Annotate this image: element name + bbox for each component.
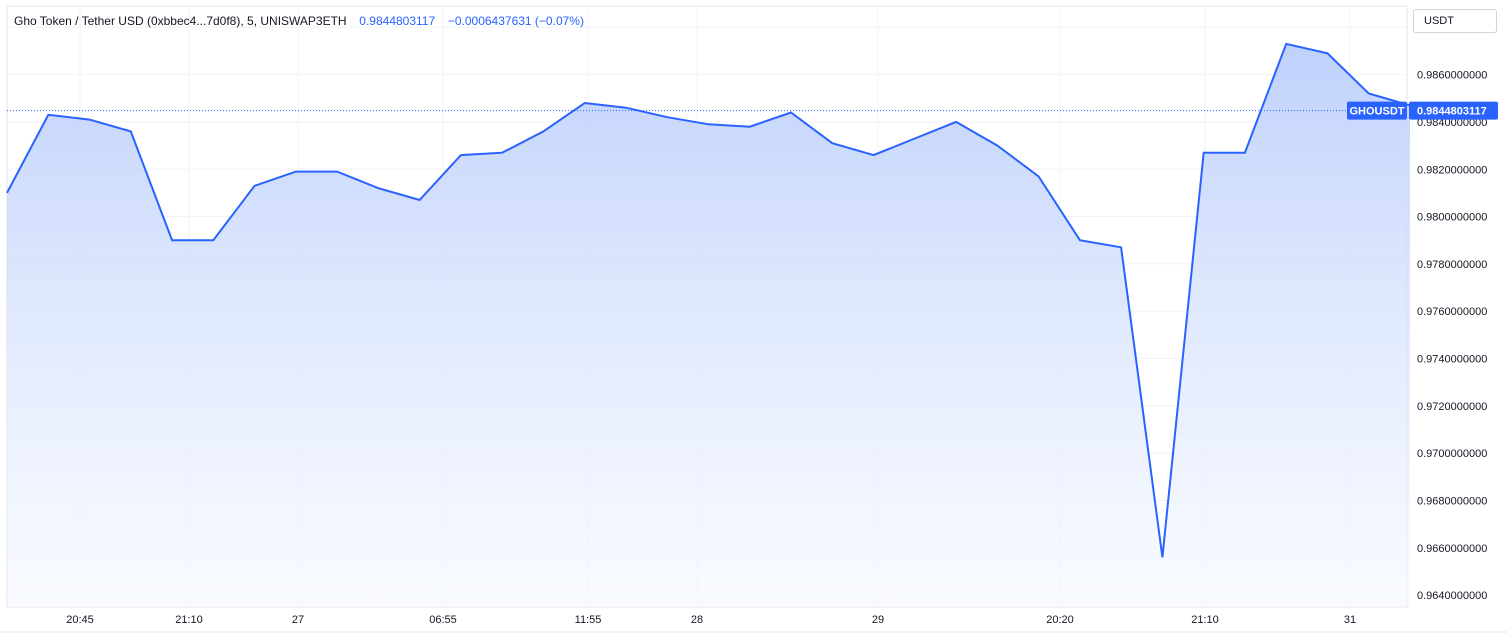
x-tick-label: 29: [872, 614, 884, 626]
x-tick-label: 31: [1344, 614, 1356, 626]
x-tick-label: 21:10: [1191, 614, 1219, 626]
y-tick-label: 0.9860000000: [1417, 70, 1487, 82]
data-point: [212, 239, 214, 241]
data-point: [1161, 556, 1163, 558]
chart-legend: Gho Token / Tether USD (0xbbec4...7d0f8)…: [14, 14, 584, 28]
y-tick-label: 0.9780000000: [1417, 259, 1487, 271]
y-tick-label: 0.9820000000: [1417, 164, 1487, 176]
x-tick-label: 20:20: [1046, 614, 1074, 626]
data-point: [1368, 93, 1370, 95]
data-point: [419, 199, 421, 201]
data-point: [914, 138, 916, 140]
data-point: [1285, 43, 1287, 45]
data-point: [501, 152, 503, 154]
currency-button[interactable]: USDT: [1413, 9, 1497, 33]
x-tick-label: 11:55: [575, 614, 602, 626]
data-point: [996, 145, 998, 147]
symbol-title: Gho Token / Tether USD (0xbbec4...7d0f8)…: [14, 14, 347, 28]
data-point: [336, 171, 338, 173]
data-point: [790, 111, 792, 113]
y-tick-label: 0.9760000000: [1417, 306, 1487, 318]
data-point: [749, 126, 751, 128]
y-tick-label: 0.9740000000: [1417, 354, 1487, 366]
last-value: 0.9844803117: [359, 14, 436, 28]
x-tick-label: 20:45: [66, 614, 94, 626]
y-tick-label: 0.9840000000: [1417, 117, 1487, 129]
price-axis[interactable]: 0.98800000000.98600000000.98400000000.98…: [1417, 22, 1487, 602]
data-point: [625, 107, 627, 109]
x-tick-label: 27: [292, 614, 304, 626]
data-point: [955, 121, 957, 123]
data-point: [1244, 152, 1246, 154]
symbol-badge-bg: [1347, 101, 1407, 120]
data-point: [171, 239, 173, 241]
price-badge: GHOUSDT 0.9844803117: [1347, 101, 1498, 120]
data-point: [1203, 152, 1205, 154]
data-point: [6, 192, 8, 194]
x-tick-label: 21:10: [175, 614, 203, 626]
data-point: [295, 171, 297, 173]
data-point: [47, 114, 49, 116]
data-point: [708, 123, 710, 125]
data-point: [1326, 52, 1328, 54]
data-point: [377, 187, 379, 189]
y-tick-label: 0.9700000000: [1417, 448, 1487, 460]
data-point: [584, 102, 586, 104]
x-tick-label: 28: [691, 614, 703, 626]
price-change: −0.0006437631 (−0.07%): [447, 14, 584, 28]
time-axis[interactable]: 20:45 21:10 27 06:55 11:55 28 29 20:20 21:10 31: [0, 614, 1507, 633]
y-tick-label: 0.9640000000: [1417, 590, 1487, 602]
y-tick-label: 0.9660000000: [1417, 543, 1487, 555]
data-point: [542, 130, 544, 132]
y-tick-label: 0.9680000000: [1417, 496, 1487, 508]
data-point: [873, 154, 875, 156]
data-point: [460, 154, 462, 156]
data-point: [89, 119, 91, 121]
data-point: [130, 130, 132, 132]
data-point: [666, 116, 668, 118]
data-point: [1079, 239, 1081, 241]
price-line: [6, 42, 1411, 558]
x-tick-label: 06:55: [429, 614, 457, 626]
price-badge-bg: [1409, 101, 1498, 120]
price-badge-value: 0.9844803117: [1417, 106, 1487, 118]
symbol-badge-label: GHOUSDT: [1350, 106, 1405, 118]
price-area-fill: [7, 43, 1410, 607]
data-point: [831, 142, 833, 144]
data-point: [254, 185, 256, 187]
y-tick-label: 0.9800000000: [1417, 212, 1487, 224]
data-point: [1038, 175, 1040, 177]
data-point: [1120, 246, 1122, 248]
y-tick-label: 0.9720000000: [1417, 401, 1487, 413]
